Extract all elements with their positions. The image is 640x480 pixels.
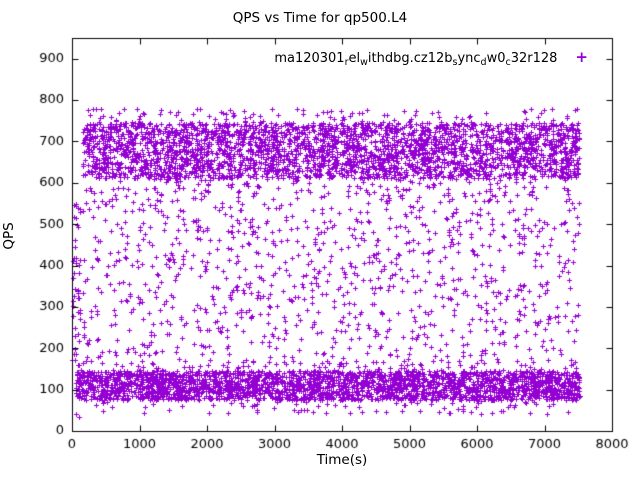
x-axis-label: Time(s): [316, 452, 368, 468]
legend-series-label: ma120301relwithdbg.cz12bsyncdw0c32r128: [274, 51, 558, 68]
chart-title: QPS vs Time for qp500.L4: [232, 10, 408, 26]
y-axis-label: QPS: [1, 222, 17, 250]
legend-plus-marker-icon: +: [575, 48, 588, 66]
legend: ma120301relwithdbg.cz12bsyncdw0c32r128 +: [274, 48, 588, 69]
